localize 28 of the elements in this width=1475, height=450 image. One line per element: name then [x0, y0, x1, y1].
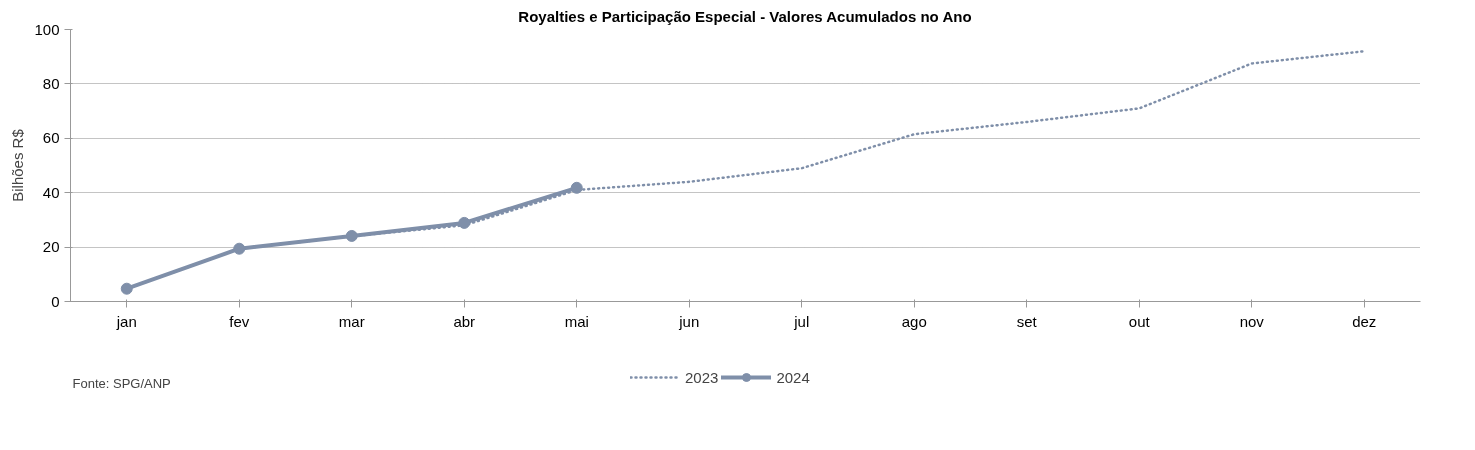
y-tick-label: 60 [42, 129, 60, 147]
y-axis-title: Bilhões R$ [9, 128, 27, 202]
x-tick-label: jul [793, 312, 810, 330]
y-tick-label: 40 [42, 183, 60, 201]
x-tick-label: abr [453, 312, 476, 330]
x-tick-label: out [1128, 312, 1151, 330]
source-note: Fonte: SPG/ANP [72, 375, 171, 391]
point [570, 181, 583, 194]
chart-title: Royalties e Participação Especial - Valores Acumulados no Ano [518, 7, 972, 25]
x-tick-label: ago [901, 312, 927, 330]
x-tick-label: mai [564, 312, 589, 330]
x-tick-label: mar [338, 312, 365, 330]
y-tick-label: 80 [42, 74, 60, 92]
x-tick-label: jan [115, 312, 137, 330]
point [345, 229, 358, 242]
y-tick-label: 100 [34, 20, 60, 38]
point [233, 242, 246, 255]
y-tick-label: 20 [42, 238, 60, 256]
x-tick-label: set [1016, 312, 1038, 330]
legend-label: 2023 [685, 368, 719, 386]
x-tick-label: nov [1239, 312, 1265, 330]
x-tick-label: jun [678, 312, 700, 330]
point [120, 282, 133, 295]
y-tick-label: 0 [51, 292, 60, 310]
x-tick-label: fev [229, 312, 250, 330]
point [458, 216, 471, 229]
x-tick-label: dez [1352, 312, 1377, 330]
legend-label: 2024 [776, 368, 810, 386]
